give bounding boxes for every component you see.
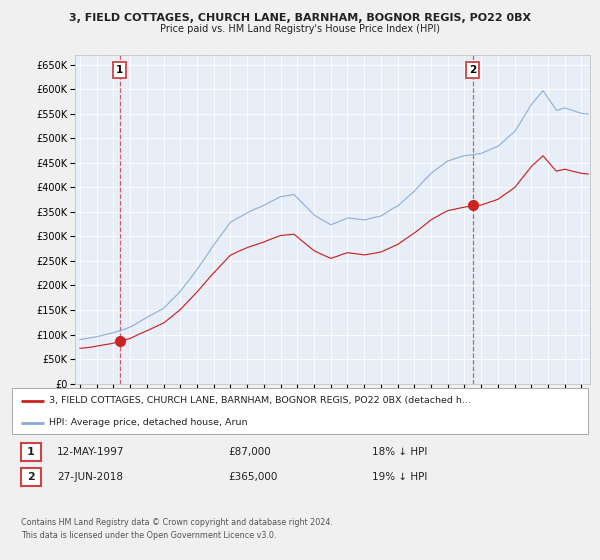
Text: £87,000: £87,000 — [228, 447, 271, 457]
Text: 3, FIELD COTTAGES, CHURCH LANE, BARNHAM, BOGNOR REGIS, PO22 0BX: 3, FIELD COTTAGES, CHURCH LANE, BARNHAM,… — [69, 13, 531, 24]
Text: 1: 1 — [27, 447, 35, 457]
Text: 1: 1 — [116, 64, 123, 74]
Text: This data is licensed under the Open Government Licence v3.0.: This data is licensed under the Open Gov… — [21, 531, 277, 540]
Text: 12-MAY-1997: 12-MAY-1997 — [57, 447, 125, 457]
Text: 3, FIELD COTTAGES, CHURCH LANE, BARNHAM, BOGNOR REGIS, PO22 0BX (detached h…: 3, FIELD COTTAGES, CHURCH LANE, BARNHAM,… — [49, 396, 472, 405]
Text: 18% ↓ HPI: 18% ↓ HPI — [372, 447, 427, 457]
Text: 19% ↓ HPI: 19% ↓ HPI — [372, 472, 427, 482]
Text: 2: 2 — [27, 472, 35, 482]
Text: Price paid vs. HM Land Registry's House Price Index (HPI): Price paid vs. HM Land Registry's House … — [160, 24, 440, 34]
Text: Contains HM Land Registry data © Crown copyright and database right 2024.: Contains HM Land Registry data © Crown c… — [21, 518, 333, 527]
Text: 2: 2 — [469, 64, 476, 74]
Text: HPI: Average price, detached house, Arun: HPI: Average price, detached house, Arun — [49, 418, 248, 427]
Text: £365,000: £365,000 — [228, 472, 277, 482]
Text: 27-JUN-2018: 27-JUN-2018 — [57, 472, 123, 482]
